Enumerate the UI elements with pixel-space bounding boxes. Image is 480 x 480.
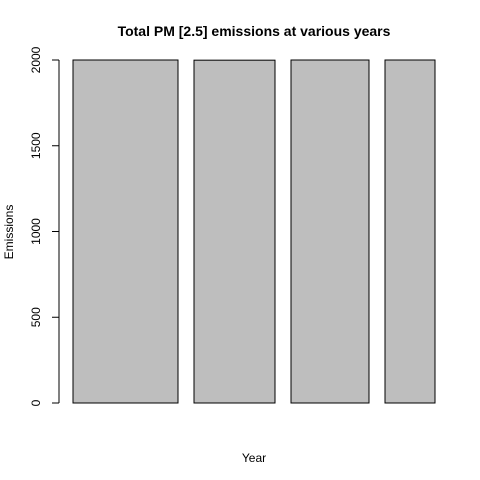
bar-1 (72, 59, 179, 404)
chart-title: Total PM [2.5] emissions at various year… (118, 23, 391, 39)
y-tick-label: 1000 (29, 218, 43, 245)
y-tick-label: 2000 (29, 46, 43, 73)
x-axis-label: Year (242, 451, 266, 465)
bars (72, 59, 436, 404)
y-tick-label: 1500 (29, 132, 43, 159)
bar-3 (290, 59, 370, 404)
y-tick-label: 500 (29, 307, 43, 327)
bar-4 (384, 59, 436, 404)
bar-2 (193, 59, 276, 404)
y-axis: 0 500 1000 1500 2000 (29, 46, 60, 406)
y-tick-label: 0 (29, 399, 43, 406)
y-axis-label: Emissions (2, 205, 16, 260)
